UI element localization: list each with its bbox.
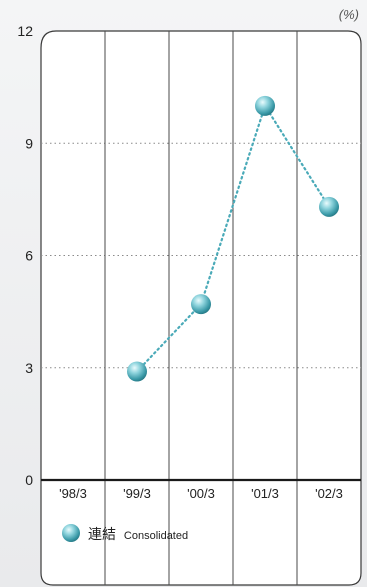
grid-lines (41, 142, 361, 369)
legend-marker (62, 524, 80, 542)
x-tick-label: '02/3 (315, 486, 343, 501)
unit-label: (%) (339, 7, 359, 22)
x-tick-label: '98/3 (59, 486, 87, 501)
x-tick-label: '01/3 (251, 486, 279, 501)
data-point-marker (255, 95, 275, 116)
legend-label: 連結 Consolidated (88, 526, 188, 542)
series-line (135, 103, 331, 373)
legend-label-ja: 連結 (88, 526, 116, 542)
x-tick-label: '99/3 (123, 486, 151, 501)
data-point-marker (127, 361, 147, 382)
x-tick-labels: '98/3 '99/3 '00/3 '01/3 '02/3 (59, 486, 343, 501)
y-tick-label: 12 (17, 23, 33, 39)
legend-label-en: Consolidated (124, 530, 188, 542)
y-tick-label: 0 (25, 472, 33, 488)
data-point-marker (191, 294, 211, 315)
series-consolidated (127, 95, 339, 382)
column-dividers (104, 31, 298, 585)
data-point-marker (319, 196, 339, 217)
y-tick-label: 6 (25, 248, 33, 264)
y-tick-labels: 0 3 6 9 12 (17, 23, 33, 488)
legend: 連結 Consolidated (62, 524, 188, 542)
y-tick-label: 9 (25, 135, 33, 151)
x-tick-label: '00/3 (187, 486, 215, 501)
y-tick-label: 3 (25, 360, 33, 376)
